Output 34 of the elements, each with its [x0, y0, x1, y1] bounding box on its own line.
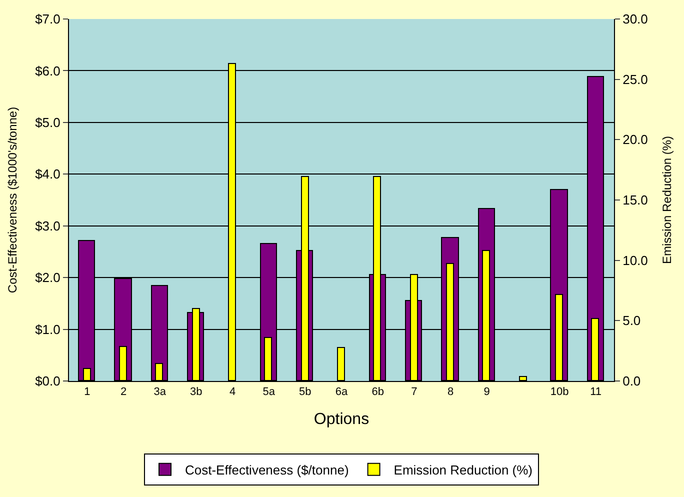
- y-tick-label: $6.0: [35, 63, 60, 78]
- x-tick-label: 5a: [262, 386, 276, 398]
- y-tick-label: $5.0: [35, 114, 60, 130]
- x-tick-label: 6b: [372, 386, 384, 398]
- legend-label: Emission Reduction (%): [394, 462, 533, 478]
- y2-tick-label: 10.0: [622, 252, 648, 268]
- x-tick-label: 1: [84, 386, 90, 398]
- y2-axis-title: Emission Reduction (%): [660, 136, 674, 264]
- x-tick-label: 3a: [154, 386, 167, 398]
- y-tick-label: $3.0: [35, 218, 60, 234]
- x-tick-label: 7: [411, 386, 418, 398]
- x-tick-label: 5b: [299, 386, 312, 398]
- y-tick-label: $4.0: [35, 166, 60, 182]
- x-tick-label: 3b: [190, 386, 202, 398]
- y-tick-label: $7.0: [35, 12, 60, 27]
- x-tick-label: 9: [484, 386, 490, 398]
- y2-tick-label: 5.0: [622, 313, 641, 328]
- y-tick-label: $2.0: [35, 270, 60, 286]
- y-tick-label: $1.0: [35, 322, 60, 337]
- x-tick-label: 4: [229, 386, 236, 398]
- y2-tick-label: 30.0: [622, 12, 648, 27]
- legend-label: Cost-Effectiveness ($/tonne): [185, 462, 349, 478]
- y2-tick-label: 20.0: [622, 132, 648, 148]
- x-axis-title: Options: [314, 410, 370, 428]
- y2-tick-label: 25.0: [622, 72, 648, 87]
- x-tick-label: 6a: [335, 386, 348, 398]
- x-tick-label: 2: [120, 386, 127, 398]
- y2-tick-label: 15.0: [622, 192, 648, 208]
- x-tick-label: 11: [590, 386, 602, 398]
- y-tick-label: $0.0: [35, 374, 60, 389]
- y-axis-title: Cost-Effectiveness ($1000's/tonne): [5, 106, 20, 294]
- x-tick-label: 10b: [550, 386, 569, 398]
- y2-tick-label: 0.0: [622, 374, 641, 389]
- x-tick-label: 8: [447, 386, 454, 398]
